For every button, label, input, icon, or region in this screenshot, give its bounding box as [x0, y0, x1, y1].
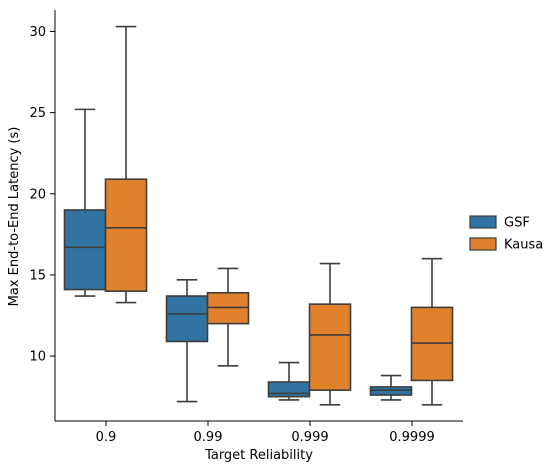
- y-tick-label: 10: [29, 350, 46, 365]
- box-gsf-0.999: [267, 361, 311, 401]
- box-kausa-0.9999: [410, 257, 454, 406]
- legend: GSF Kausa: [469, 215, 543, 253]
- box-gsf-0.9: [63, 108, 107, 297]
- box-iqr: [410, 306, 454, 382]
- x-tick-label: 0.999: [291, 430, 328, 445]
- axes: [54, 10, 463, 422]
- legend-swatch-gsf: [469, 215, 497, 229]
- box-kausa-0.99: [206, 267, 250, 367]
- box-iqr: [104, 178, 148, 292]
- box-iqr: [308, 303, 352, 391]
- box-kausa-0.999: [308, 262, 352, 406]
- box-iqr: [267, 381, 311, 398]
- x-axis-title: Target Reliability: [204, 448, 313, 463]
- box-gsf-0.99: [165, 278, 209, 403]
- legend-label-gsf: GSF: [504, 216, 530, 231]
- y-tick-label: 20: [29, 187, 46, 202]
- plot-area: [63, 25, 454, 406]
- box-iqr: [369, 386, 413, 396]
- y-tick-label: 15: [29, 268, 46, 283]
- y-tick-label: 25: [29, 106, 46, 121]
- box-gsf-0.9999: [369, 374, 413, 401]
- box-iqr: [165, 295, 209, 343]
- box-iqr: [63, 209, 107, 291]
- legend-swatch-kausa: [469, 237, 497, 251]
- ticks: 10 15 20 25 30 0.9 0.99 0.999 0.9999: [29, 25, 434, 445]
- x-tick-label: 0.9: [96, 430, 117, 445]
- box-kausa-0.9: [104, 25, 148, 304]
- x-tick-label: 0.99: [194, 430, 223, 445]
- x-tick-label: 0.9999: [389, 430, 435, 445]
- box-iqr: [206, 291, 250, 325]
- y-tick-label: 30: [29, 25, 46, 40]
- legend-label-kausa: Kausa: [504, 238, 543, 253]
- y-axis-title: Max End-to-End Latency (s): [7, 127, 22, 307]
